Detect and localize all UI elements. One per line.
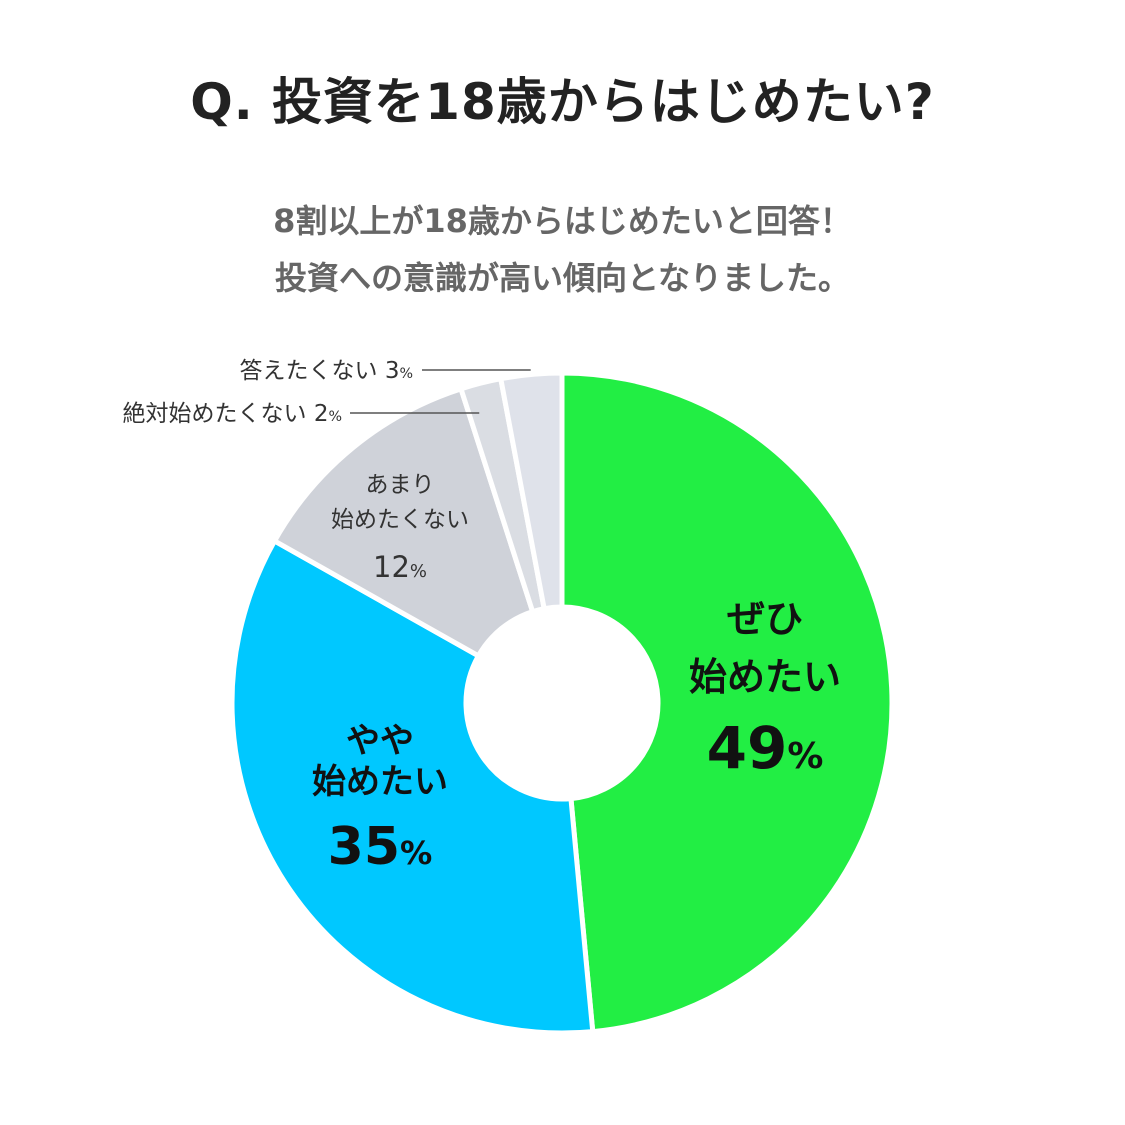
slice-2-label-line-2: 始めたい — [312, 762, 448, 802]
leader-lines — [350, 369, 531, 414]
slice-2 — [229, 537, 596, 1036]
slice-5-label: 答えたくない 3% — [240, 358, 414, 384]
slice-3-label-line-1: あまり — [366, 472, 435, 498]
slice-1-label-line-2: 始めたい — [689, 655, 841, 699]
slice-3-value-label: 12% — [373, 550, 427, 584]
slice-3 — [271, 385, 536, 660]
subtitle-line-1: 8割以上が18歳からはじめたいと回答！ — [273, 202, 852, 240]
slice-5 — [497, 370, 565, 612]
slice-4-label: 絶対始めたくない 2% — [123, 401, 343, 427]
slice-1-label-line-1: ぜひ — [727, 597, 803, 641]
slice-2-label-line-1: やや — [346, 721, 414, 761]
slice-1 — [559, 370, 895, 1035]
page-title: Q. 投資を18歳からはじめたい? — [190, 73, 935, 131]
subtitle-line-2: 投資への意識が高い傾向となりました。 — [274, 259, 851, 297]
chart-slices — [229, 370, 895, 1036]
slice-3-label-line-2: 始めたくない — [331, 507, 469, 533]
slice-2-value-label: 35% — [328, 817, 433, 877]
slice-1-value-label: 49% — [707, 714, 824, 782]
